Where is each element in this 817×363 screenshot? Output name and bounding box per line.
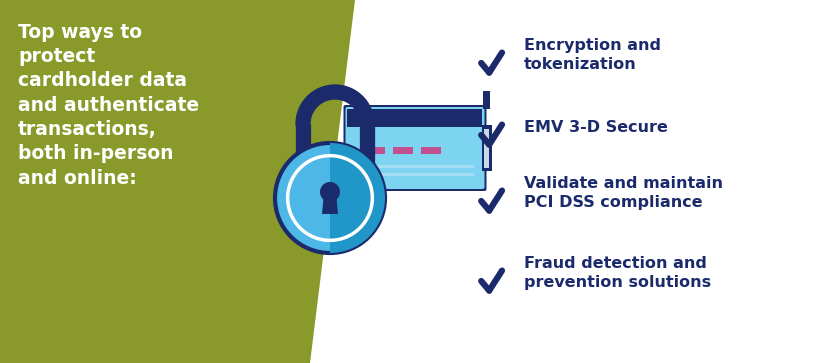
FancyBboxPatch shape: [346, 107, 484, 189]
Bar: [347, 109, 483, 127]
Circle shape: [320, 182, 340, 202]
Bar: [483, 125, 493, 171]
Text: Validate and maintain
PCI DSS compliance: Validate and maintain PCI DSS compliance: [524, 176, 723, 211]
Text: Top ways to
protect
cardholder data
and authenticate
transactions,
both in-perso: Top ways to protect cardholder data and …: [18, 23, 199, 188]
Circle shape: [275, 143, 385, 253]
Text: Encryption and
tokenization: Encryption and tokenization: [524, 38, 661, 72]
FancyBboxPatch shape: [343, 105, 486, 191]
Bar: [422, 147, 441, 154]
Text: EMV 3-D Secure: EMV 3-D Secure: [524, 119, 667, 135]
Bar: [394, 147, 413, 154]
Bar: [484, 129, 489, 167]
Bar: [484, 91, 490, 109]
Text: Fraud detection and
prevention solutions: Fraud detection and prevention solutions: [524, 256, 711, 290]
Wedge shape: [330, 143, 385, 253]
Bar: [365, 147, 386, 154]
Polygon shape: [322, 192, 338, 214]
Polygon shape: [0, 0, 355, 363]
